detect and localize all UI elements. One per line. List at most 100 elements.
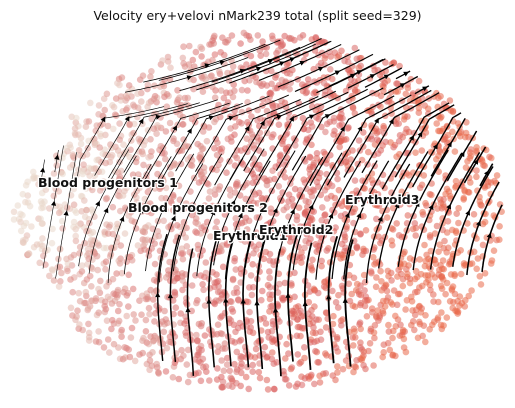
cell-point [252, 345, 260, 353]
cell-point [293, 332, 301, 340]
velocity-arrowhead [465, 210, 470, 216]
cell-point [335, 291, 342, 299]
cell-point [406, 97, 414, 104]
cell-point [370, 329, 378, 336]
cell-point [289, 66, 296, 74]
cell-point [150, 125, 157, 132]
cell-point [439, 257, 447, 264]
cell-point [24, 192, 32, 199]
cell-point [50, 192, 58, 200]
velocity-arrowhead [344, 212, 350, 219]
cell-point [368, 176, 376, 184]
cell-point [339, 316, 346, 323]
cell-point [81, 197, 88, 204]
cell-point [201, 332, 209, 339]
cell-point [349, 302, 357, 310]
cell-point [349, 190, 356, 198]
cell-point [468, 260, 476, 267]
cell-point [435, 271, 443, 278]
cell-point [345, 203, 352, 211]
cell-point [249, 368, 256, 376]
cell-point [184, 378, 192, 386]
cell-point [78, 268, 86, 275]
cell-point [83, 206, 90, 214]
cell-point [409, 225, 417, 233]
cell-point [214, 321, 222, 329]
cell-point [192, 48, 200, 56]
cell-point [362, 227, 370, 234]
cell-point [85, 320, 92, 328]
cell-point [95, 285, 102, 293]
cell-point [434, 205, 441, 212]
cell-point [426, 234, 434, 241]
velocity-arrowhead [446, 203, 451, 210]
cell-point [357, 230, 364, 237]
cell-point [73, 313, 80, 320]
cell-point [178, 346, 185, 354]
cell-point [141, 236, 149, 244]
cell-point [480, 161, 487, 169]
cell-point [315, 228, 323, 236]
cell-point [238, 86, 246, 94]
cell-point [104, 336, 112, 343]
velocity-arrowhead [317, 66, 324, 72]
cell-point [442, 134, 449, 141]
cell-point [338, 202, 346, 210]
velocity-arrowhead [374, 117, 379, 124]
cell-point [322, 128, 329, 136]
cell-point [232, 123, 239, 130]
velocity-streamline [211, 38, 322, 83]
cell-point [216, 245, 224, 252]
cell-point [299, 114, 307, 122]
cell-point [272, 163, 280, 170]
cell-point [421, 241, 428, 249]
cell-point [351, 177, 359, 184]
cell-point [158, 182, 166, 190]
cell-point [80, 161, 87, 168]
cell-point [79, 168, 86, 175]
cell-point [95, 102, 103, 109]
velocity-arrowhead [334, 70, 341, 76]
cell-point [153, 360, 160, 368]
cell-point [108, 325, 115, 333]
cell-point [171, 359, 179, 367]
velocity-streamline [186, 248, 195, 376]
cell-point [131, 103, 138, 110]
velocity-arrowhead [403, 71, 409, 77]
cell-point [123, 292, 131, 299]
cell-point [88, 283, 95, 290]
cell-point [197, 377, 205, 385]
velocity-arrowhead [273, 307, 279, 313]
cell-point [422, 338, 429, 346]
cell-point [372, 283, 380, 291]
cell-point [452, 227, 460, 235]
cell-point [121, 230, 129, 237]
cell-point [97, 132, 104, 140]
cell-point [350, 208, 357, 216]
cell-point [198, 145, 206, 153]
cell-point [320, 79, 328, 87]
cell-point [148, 68, 155, 75]
cell-point [317, 336, 325, 344]
cell-point [195, 179, 203, 186]
cell-point [217, 113, 224, 121]
cell-point [130, 311, 137, 318]
cell-point [402, 129, 409, 136]
cell-point [422, 199, 429, 207]
cell-point [120, 141, 127, 148]
cell-point [228, 57, 235, 64]
cell-point [321, 278, 329, 285]
cell-point [321, 212, 328, 219]
velocity-arrowhead [171, 215, 176, 222]
cell-point [366, 340, 374, 347]
cell-point [415, 104, 423, 112]
velocity-arrowhead [228, 115, 234, 121]
cell-point [296, 34, 304, 41]
cell-point [83, 276, 91, 283]
cell-point [114, 147, 122, 154]
cell-point [163, 103, 171, 110]
cell-point [105, 223, 113, 231]
cell-point [308, 207, 316, 215]
velocity-streamline [292, 152, 343, 271]
cell-point [288, 223, 296, 231]
